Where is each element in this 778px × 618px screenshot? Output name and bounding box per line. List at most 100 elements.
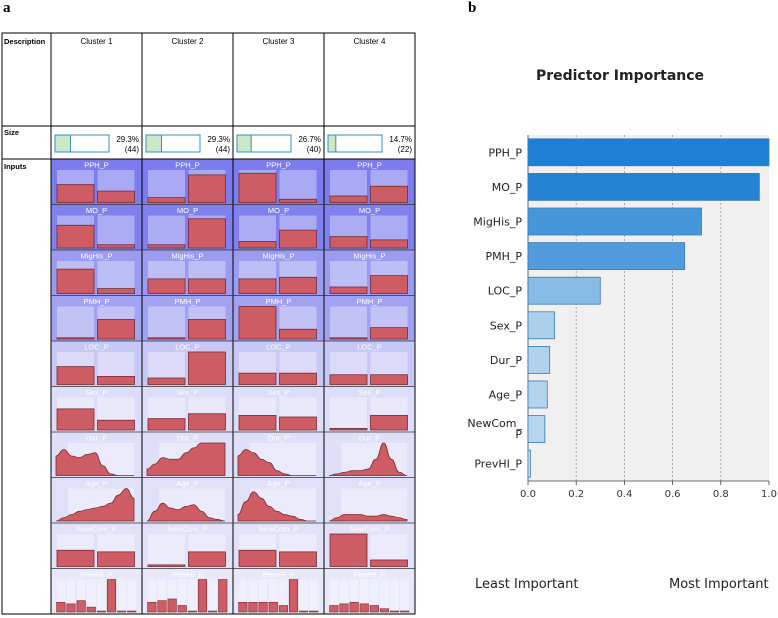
cluster-name-1: Cluster 1 [80, 37, 113, 46]
x-tick-label: 0.8 [713, 489, 729, 500]
cell-bar [188, 413, 226, 431]
cell-bar [329, 605, 339, 613]
cell-bar [238, 601, 248, 613]
cell-label-sex-p: Sex_P [85, 388, 107, 397]
cell-bar [147, 244, 186, 249]
cell-label-pmh-p: PMH_P [266, 297, 292, 306]
cell-bar [329, 236, 368, 249]
cell-bar [370, 327, 408, 340]
cell-label-prevhi-p: PrevHI_P [171, 570, 203, 579]
cell-bar [238, 372, 277, 385]
x-tick-label: 0.6 [665, 489, 681, 500]
bar-sex-p [527, 311, 555, 340]
cell-bar [96, 610, 106, 613]
x-tick-label: 0.0 [520, 489, 536, 500]
bar-pmh-p [527, 242, 686, 270]
cell-label-mo-p: MO_P [359, 206, 380, 215]
cell-density-curve [328, 442, 408, 476]
cell-bar [147, 601, 157, 613]
cell-label-sex-p: Sex_P [358, 388, 380, 397]
cell-bar [369, 605, 379, 613]
cell-bar-track [117, 579, 126, 612]
cell-bar-track [177, 579, 187, 612]
cell-bar [370, 239, 408, 249]
size-percent: 26.7% [298, 135, 321, 144]
cell-bar-track [359, 579, 369, 612]
cell-bar [390, 610, 400, 613]
most-important-label: Most Important [669, 577, 769, 592]
cell-bar [359, 603, 369, 613]
least-important-label: Least Important [475, 577, 579, 592]
bar-age-p [527, 380, 548, 409]
cell-bar-track [57, 306, 94, 339]
cell-bar [97, 244, 135, 249]
cell-bar [279, 276, 317, 294]
cell-label-age-p: Age_P [267, 479, 290, 488]
cell-bar-track [56, 579, 66, 612]
cell-bar [279, 416, 317, 431]
cell-bar [279, 328, 317, 340]
cell-label-age-p: Age_P [358, 479, 381, 488]
cell-bar-track [97, 215, 135, 248]
cell-bar [56, 549, 95, 567]
category-label-pph-p: PPH_P [488, 146, 522, 159]
cell-bar [279, 229, 317, 249]
cell-label-mo-p: MO_P [268, 206, 289, 215]
cell-label-loc-p: LOC_P [357, 343, 382, 352]
cell-bar-track [279, 170, 317, 203]
cell-bar [279, 198, 317, 203]
cell-label-mo-p: MO_P [177, 206, 198, 215]
cell-label-mighis-p: MigHis_P [262, 252, 294, 261]
cell-bar [218, 579, 228, 613]
cell-bar [238, 549, 277, 567]
cell-bar-track [309, 579, 318, 612]
cell-bar [238, 241, 277, 249]
category-label-sex-p: Sex_P [490, 319, 523, 332]
cell-bar-track [339, 579, 349, 612]
cell-bar [188, 319, 226, 340]
inputs-header: Inputs [4, 162, 27, 171]
cell-bar-track [76, 579, 86, 612]
cell-bar [288, 579, 299, 613]
cell-label-pph-p: PPH_P [84, 161, 109, 170]
size-count: (44) [125, 145, 140, 154]
cell-label-mo-p: MO_P [86, 206, 107, 215]
cluster-name-3: Cluster 3 [262, 37, 295, 46]
bar-mighis-p [527, 207, 702, 236]
cell-bar-track [400, 579, 409, 612]
cell-bar [147, 337, 186, 340]
cell-bar [97, 288, 135, 294]
cell-label-age-p: Age_P [176, 479, 199, 488]
size-percent: 29.3% [116, 135, 139, 144]
cell-bar-track [330, 306, 367, 339]
cell-bar [188, 174, 226, 203]
bar-loc-p [527, 276, 601, 305]
cell-bar [370, 559, 408, 567]
cell-bar-track [330, 397, 367, 430]
cell-bar [56, 268, 95, 294]
size-count: (22) [398, 145, 413, 154]
cell-bar-track [390, 579, 399, 612]
cell-bar [188, 218, 226, 249]
bar-newcom-p [527, 415, 546, 443]
cell-bar [238, 414, 277, 431]
cell-bar-track [370, 579, 379, 612]
cell-bar [66, 603, 76, 613]
cell-bar [329, 337, 368, 340]
size-bar-fill [55, 135, 72, 152]
cell-bar-track [148, 215, 185, 248]
cell-bar [339, 603, 349, 613]
bar-mo-p [527, 173, 760, 201]
size-bar-frame [327, 134, 383, 153]
cell-label-mighis-p: MigHis_P [171, 252, 203, 261]
cell-bar [329, 427, 368, 431]
cell-label-pmh-p: PMH_P [175, 297, 201, 306]
category-label-loc-p: LOC_P [488, 285, 523, 298]
cell-bar-track [148, 306, 185, 339]
cell-density-curve [146, 442, 226, 476]
cell-bar [177, 605, 187, 613]
cell-density-curve [146, 502, 226, 522]
cell-bar-track [188, 579, 197, 612]
cell-bar-track [380, 579, 389, 612]
